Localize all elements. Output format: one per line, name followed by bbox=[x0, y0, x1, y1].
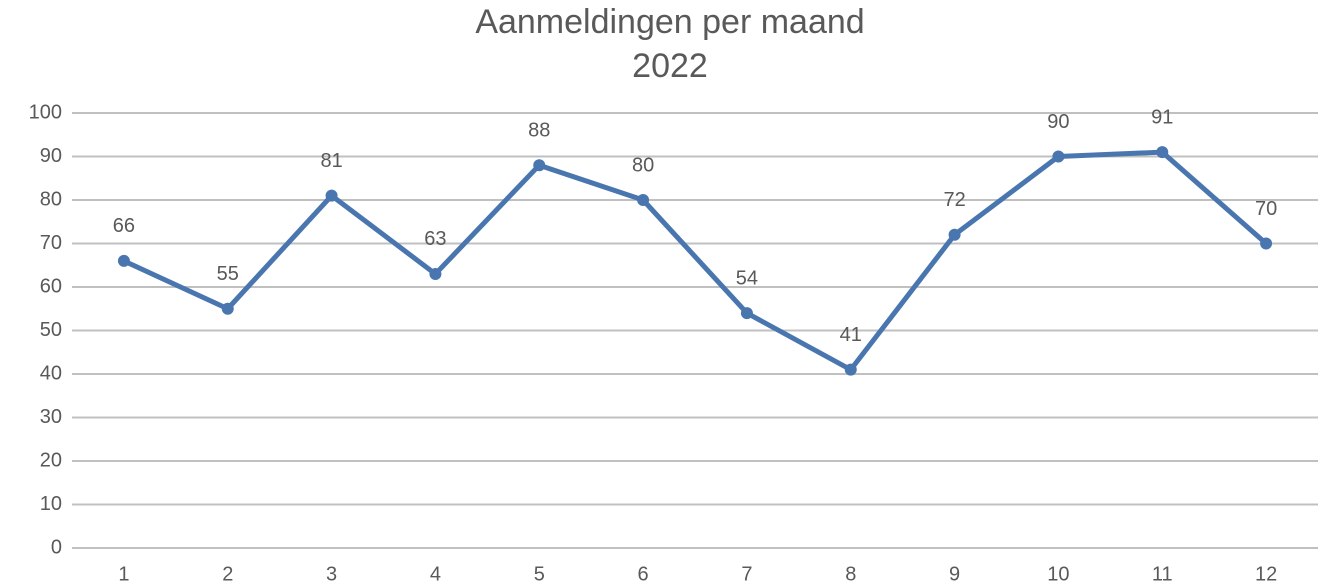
chart-subtitle: 2022 bbox=[632, 47, 708, 85]
point bbox=[325, 189, 338, 202]
x-tick-label: 6 bbox=[638, 563, 649, 585]
point bbox=[948, 228, 961, 241]
x-tick-label: 8 bbox=[845, 563, 856, 585]
x-tick-label: 10 bbox=[1047, 563, 1069, 585]
y-tick-label: 0 bbox=[51, 536, 62, 558]
data-label: 91 bbox=[1151, 106, 1173, 128]
y-tick-label: 100 bbox=[29, 101, 62, 123]
data-label: 41 bbox=[840, 324, 862, 346]
point bbox=[1052, 150, 1065, 163]
y-tick-label: 40 bbox=[40, 362, 62, 384]
y-tick-label: 50 bbox=[40, 319, 62, 341]
y-tick-label: 90 bbox=[40, 145, 62, 167]
x-tick-label: 11 bbox=[1152, 563, 1173, 585]
x-tick-label: 1 bbox=[118, 563, 129, 585]
data-label: 55 bbox=[217, 263, 239, 285]
y-tick-label: 10 bbox=[40, 493, 62, 515]
x-tick-label: 2 bbox=[222, 563, 233, 585]
point bbox=[221, 302, 234, 315]
point bbox=[1156, 146, 1169, 159]
y-tick-label: 30 bbox=[40, 406, 62, 428]
point bbox=[429, 267, 442, 280]
y-tick-label: 60 bbox=[40, 275, 62, 297]
point bbox=[117, 254, 130, 267]
chart-title: Aanmeldingen per maand bbox=[475, 3, 864, 41]
data-label: 66 bbox=[113, 215, 135, 237]
x-tick-label: 5 bbox=[534, 563, 545, 585]
data-label: 80 bbox=[632, 154, 654, 176]
x-tick-label: 12 bbox=[1255, 563, 1277, 585]
data-label: 81 bbox=[320, 150, 342, 172]
x-tick-label: 9 bbox=[949, 563, 960, 585]
data-label: 90 bbox=[1047, 111, 1069, 133]
point bbox=[844, 363, 857, 376]
point bbox=[533, 159, 546, 172]
y-tick-label: 80 bbox=[40, 188, 62, 210]
point bbox=[740, 307, 753, 320]
data-label: 88 bbox=[528, 119, 550, 141]
x-tick-label: 3 bbox=[326, 563, 337, 585]
x-tick-label: 7 bbox=[741, 563, 752, 585]
data-label: 54 bbox=[736, 267, 758, 289]
data-label: 63 bbox=[424, 228, 446, 250]
x-tick-label: 4 bbox=[430, 563, 441, 585]
line bbox=[122, 149, 1268, 373]
data-label: 72 bbox=[943, 189, 965, 211]
point bbox=[1260, 237, 1273, 250]
y-tick-label: 20 bbox=[40, 449, 62, 471]
point bbox=[637, 194, 650, 206]
y-tick-label: 70 bbox=[40, 232, 62, 254]
data-label: 70 bbox=[1255, 198, 1277, 220]
